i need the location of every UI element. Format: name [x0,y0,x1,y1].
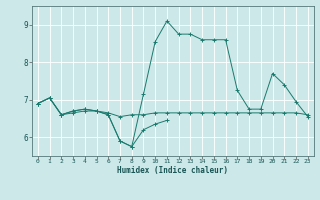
X-axis label: Humidex (Indice chaleur): Humidex (Indice chaleur) [117,166,228,175]
